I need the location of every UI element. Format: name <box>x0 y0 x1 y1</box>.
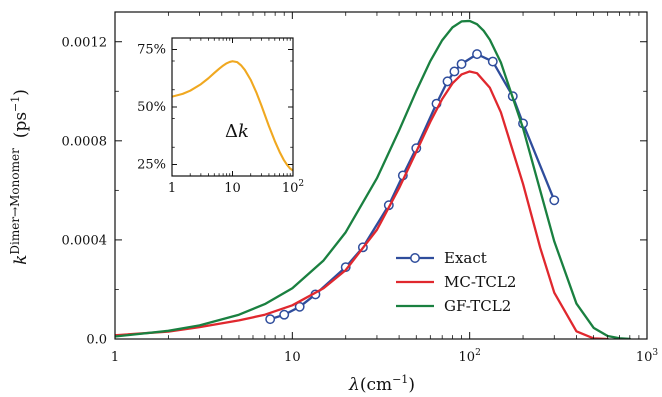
main-y-tick-label: 0.0012 <box>62 35 108 50</box>
legend-item-mc-tcl2: MC-TCL2 <box>396 273 516 291</box>
main-y-tick-label-text: 0.0 <box>86 333 107 348</box>
inset-x-tick-label: 1 <box>168 181 176 196</box>
inset-x-tick-label-exp: 2 <box>298 179 304 189</box>
legend-label: MC-TCL2 <box>444 273 516 291</box>
inset-x-tick-label-text: 10 <box>282 181 299 196</box>
main-frame <box>114 11 648 340</box>
main-exact-point-17 <box>549 195 560 206</box>
inset-series-group <box>172 60 293 172</box>
legend: Exact MC-TCL2 GF-TCL2 <box>396 249 516 315</box>
inset-x-tick-label: 102 <box>282 179 304 196</box>
main-x-tick-label: 102 <box>459 348 481 365</box>
main-y-tick-label: 0.0 <box>86 333 107 348</box>
inset-y-tick-label: 25% <box>137 158 166 173</box>
main-exact-point-12 <box>456 59 467 69</box>
main-y-tick-label: 0.0004 <box>62 233 108 248</box>
main-x-tick-label-exp: 3 <box>652 348 658 358</box>
main-series-group <box>115 19 631 339</box>
main-exact-point-1 <box>279 309 290 320</box>
main-y-tick-label-text: 0.0012 <box>62 35 108 50</box>
inset-x-tick-label: 10 <box>224 181 241 196</box>
main-x-tick-label: 103 <box>636 348 659 365</box>
main-axis-titles: λ(cm−1) kDimer→Monomer(ps−1) <box>8 89 415 395</box>
main-x-tick-label-text: 10 <box>636 350 653 365</box>
inset-x-tick-label-text: 1 <box>168 181 176 196</box>
x-axis-title: λ(cm−1) <box>348 373 415 395</box>
inset-y-tick-label: 50% <box>137 100 166 115</box>
main-exact-point-11 <box>449 66 460 77</box>
main-x-tick-label: 1 <box>111 350 119 365</box>
inset-x-tick-label-text: 10 <box>224 181 241 196</box>
inset-y-tick-label-text: 75% <box>137 43 166 58</box>
main-x-tick-label-text: 10 <box>459 350 476 365</box>
inset-series-inset-line-line <box>172 60 293 172</box>
inset-y-tick-label: 75% <box>137 43 166 58</box>
main-x-tick-label-text: 1 <box>111 350 119 365</box>
main-y-tick-label-text: 0.0004 <box>62 233 108 248</box>
main-exact-point-13 <box>472 49 482 60</box>
inset-y-tick-label-text: 50% <box>137 100 166 115</box>
main-exact-point-10 <box>442 76 453 87</box>
main-y-tick-label: 0.0008 <box>62 134 108 149</box>
legend-item-exact: Exact <box>396 249 487 267</box>
main-y-tick-label-text: 0.0008 <box>62 134 108 149</box>
main-exact-point-14 <box>487 56 498 67</box>
inset-y-tick-label-text: 25% <box>137 158 166 173</box>
inset-annotation: Δk <box>225 121 249 142</box>
legend-marker <box>410 253 420 263</box>
legend-label: GF-TCL2 <box>444 297 511 315</box>
legend-label: Exact <box>444 249 487 267</box>
main-series-mc-tcl2-line <box>115 70 609 339</box>
main-exact-point-0 <box>265 314 276 325</box>
legend-item-gf-tcl2: GF-TCL2 <box>396 297 511 315</box>
main-x-tick-label-text: 10 <box>284 350 301 365</box>
main-x-tick-label-exp: 2 <box>475 348 481 358</box>
inset-background <box>172 38 293 176</box>
main-series-gf-tcl2-line <box>115 19 631 339</box>
main-x-tick-label: 10 <box>284 350 301 365</box>
y-axis-title: kDimer→Monomer(ps−1) <box>8 89 31 265</box>
